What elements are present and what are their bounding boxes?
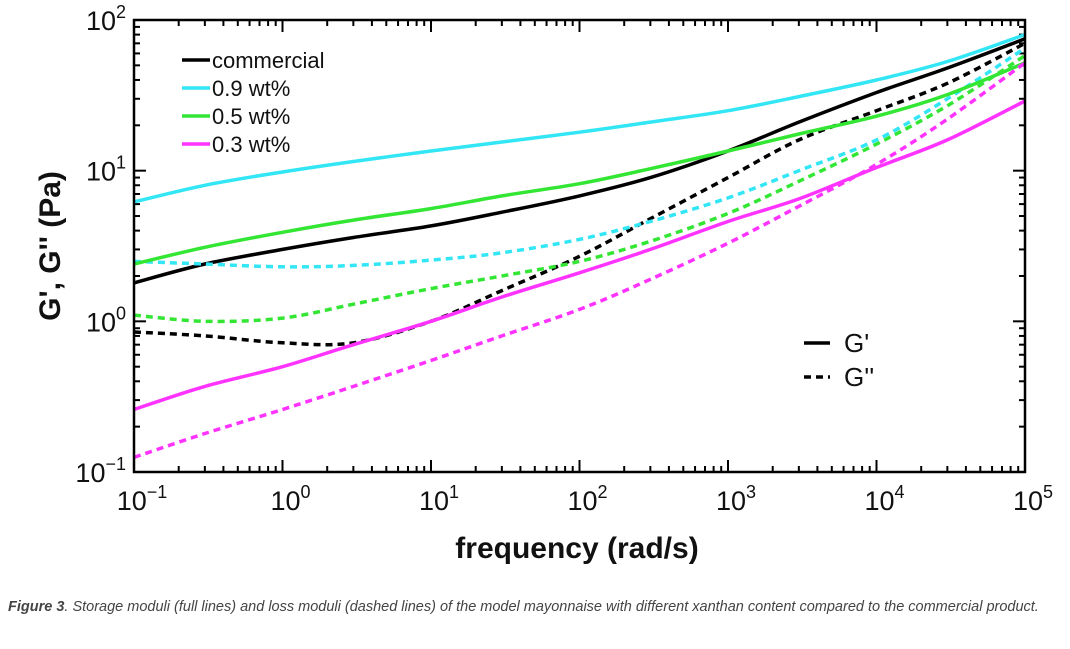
series-line-0-5-wt-loss (133, 54, 1026, 324)
x-tick-label: 100 (270, 482, 310, 516)
y-tick-label: 102 (86, 2, 126, 36)
series-line-commercial-storage (133, 37, 1026, 285)
plot-lines (133, 32, 1027, 460)
x-tick-label: 103 (716, 482, 756, 516)
rheology-chart: 10−1 100 101 102 103 104 105 10−1 100 101 102 com… (34, 2, 1053, 565)
series-line-0-3-wt-loss (133, 61, 1027, 460)
series-line-0-9-wt-storage (133, 32, 1026, 204)
y-tick-labels: 10−1 100 101 102 (75, 2, 126, 488)
y-tick-label: 10−1 (75, 454, 126, 488)
series-line-0-5-wt-storage (133, 61, 1026, 266)
legend: commercial 0.9 wt% 0.5 wt% 0.3 wt% (182, 48, 324, 157)
series-line-0-3-wt-storage (133, 99, 1026, 412)
legend-label: commercial (212, 48, 324, 73)
y-tick-label: 100 (86, 303, 126, 337)
x-tick-label: 102 (567, 482, 607, 516)
figure-caption: Figure 3. Storage moduli (full lines) an… (8, 596, 1058, 619)
x-tick-label: 101 (419, 482, 459, 516)
legend-label: 0.3 wt% (212, 132, 290, 157)
plot-frame (132, 18, 1027, 474)
caption-label: Figure 3 (8, 599, 65, 615)
style-label: G' (844, 328, 869, 358)
style-legend: G' G'' (804, 328, 874, 392)
series-line-commercial-loss (133, 41, 1026, 347)
x-tick-label: 10−1 (117, 482, 168, 516)
style-label: G'' (844, 362, 874, 392)
y-tick-label: 101 (86, 153, 126, 187)
x-tick-label: 105 (1013, 482, 1053, 516)
legend-label: 0.5 wt% (212, 104, 290, 129)
series-line-0-9-wt-loss (133, 46, 1026, 269)
x-tick-label: 104 (864, 482, 904, 516)
x-tick-labels: 10−1 100 101 102 103 104 105 (117, 482, 1053, 516)
x-axis-title: frequency (rad/s) (455, 532, 698, 565)
caption-text: . Storage moduli (full lines) and loss m… (64, 599, 1039, 615)
y-axis-title: G', G'' (Pa) (34, 171, 67, 321)
legend-label: 0.9 wt% (212, 76, 290, 101)
